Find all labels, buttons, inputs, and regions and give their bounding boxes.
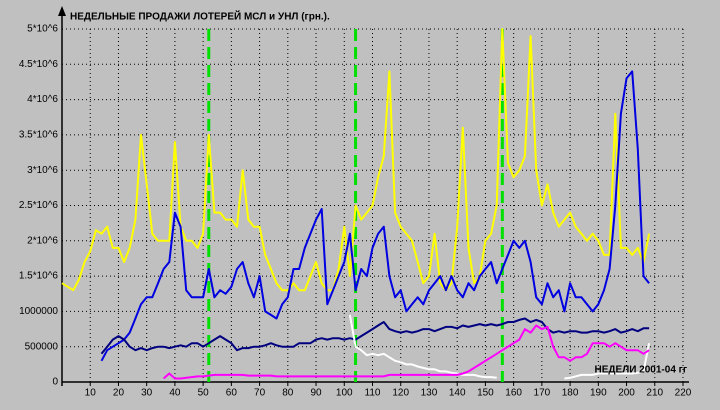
series-line	[100, 317, 650, 355]
x-tick-label: 190	[590, 388, 607, 399]
y-tick-label: 5*10^6	[27, 24, 58, 35]
y-tick-label: 4.5*10^6	[19, 59, 59, 70]
y-tick-label: 3*10^6	[27, 165, 58, 176]
x-tick-label: 140	[449, 388, 466, 399]
x-tick-label: 120	[392, 388, 409, 399]
y-tick-label: 3.5*10^6	[19, 130, 59, 141]
x-tick-label: 40	[169, 388, 181, 399]
x-tick-label: 180	[562, 388, 579, 399]
x-tick-label: 160	[505, 388, 522, 399]
x-tick-label: 50	[198, 388, 210, 399]
series-line	[348, 314, 651, 380]
y-tick-label: 4*10^6	[27, 94, 58, 105]
y-tick-label: 0	[52, 377, 58, 388]
x-tick-label: 60	[226, 388, 238, 399]
y-tick-label: 1.5*10^6	[19, 271, 59, 282]
x-tick-label: 100	[336, 388, 353, 399]
x-tick-label: 20	[113, 388, 125, 399]
x-tick-label: 130	[421, 388, 438, 399]
x-axis-label: НЕДЕЛИ 2001-04 гг	[595, 365, 687, 376]
x-tick-label: 80	[282, 388, 294, 399]
chart-title: НЕДЕЛЬНЫЕ ПРОДАЖИ ЛОТЕРЕЙ МСЛ и УНЛ (грн…	[70, 10, 330, 23]
series-line	[61, 28, 651, 292]
y-tick-label: 2*10^6	[27, 235, 58, 246]
x-tick-label: 30	[141, 388, 153, 399]
series-line	[162, 324, 650, 380]
x-tick-label: 90	[310, 388, 322, 399]
y-axis-arrow	[58, 6, 66, 16]
x-tick-label: 10	[85, 388, 97, 399]
x-tick-label: 220	[675, 388, 692, 399]
x-tick-label: 110	[365, 388, 381, 399]
x-tick-label: 170	[534, 388, 551, 399]
x-tick-label: 70	[254, 388, 266, 399]
x-tick-label: 200	[618, 388, 635, 399]
y-tick-label: 1000000	[19, 306, 58, 317]
x-tick-label: 150	[477, 388, 494, 399]
series-line	[100, 70, 650, 362]
y-tick-label: 2.5*10^6	[19, 200, 59, 211]
x-tick-label: 210	[646, 388, 663, 399]
y-tick-label: 500000	[25, 341, 59, 352]
